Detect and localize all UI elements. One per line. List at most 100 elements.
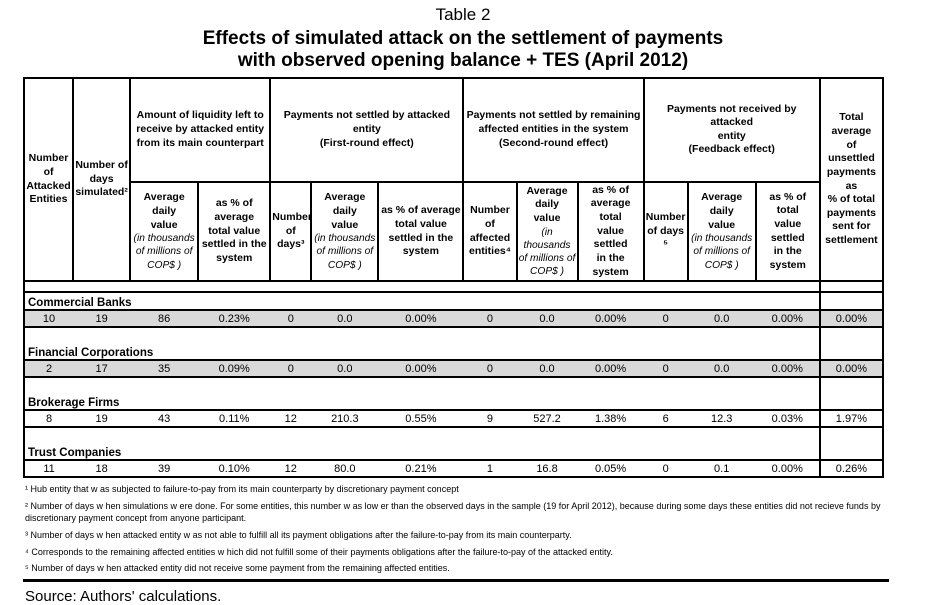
- section-label: Financial Corporations: [23, 342, 820, 361]
- table-cell: 0.00%: [378, 309, 464, 329]
- table-cell: 0.00%: [818, 309, 885, 329]
- table-cell: 0.10%: [198, 459, 271, 479]
- table-cell: 11: [22, 459, 74, 479]
- subheader-avg-daily-value-4: Average daily value (in thousands of mill…: [686, 180, 757, 283]
- table-cell: 0: [643, 309, 688, 329]
- table-cell: 0.0: [516, 309, 578, 329]
- table-cell: 0.00%: [818, 359, 885, 379]
- table-cell: 19: [73, 309, 131, 329]
- table-cell: 0: [463, 309, 517, 329]
- subheader-pct-avg-2: as % of average total value settled in t…: [377, 180, 465, 283]
- section-label-row: Financial Corporations: [23, 342, 885, 361]
- table-cell: 210.3: [311, 409, 379, 429]
- table-cell: 0: [463, 359, 517, 379]
- table-cell: 0.03%: [755, 409, 820, 429]
- avg-daily-unit: (in thousands of millions of COP$ ): [518, 226, 576, 278]
- section-label-row: Commercial Banks: [23, 292, 885, 311]
- table-cell: 86: [130, 309, 199, 329]
- table-cell: 0: [270, 309, 312, 329]
- avg-daily-label: Average daily value: [143, 191, 185, 231]
- table-cell: 0.09%: [198, 359, 271, 379]
- footnotes: ¹ Hub entity that w as subjected to fail…: [25, 483, 887, 575]
- bottom-divider: [23, 578, 889, 582]
- table-cell: 0: [270, 359, 312, 379]
- header-attacked-entities: Number of Attacked Entities: [22, 76, 75, 283]
- table-header: Number of Attacked Entities Number of da…: [22, 76, 885, 283]
- table-cell: 0.0: [516, 359, 578, 379]
- table-cell: 12: [270, 409, 312, 429]
- table-cell: 12.3: [687, 409, 756, 429]
- table-cell: 16.8: [516, 459, 578, 479]
- table-cell: 1: [463, 459, 517, 479]
- source-note: Source: Authors' calculations.: [25, 587, 222, 605]
- section-label: Brokerage Firms: [23, 392, 820, 411]
- table-cell: 0.00%: [755, 459, 820, 479]
- table-cell: 0.0: [311, 359, 379, 379]
- subheader-avg-daily-value-1: Average daily value (in thousands of mill…: [129, 180, 200, 283]
- table-cell: 18: [73, 459, 131, 479]
- header-group-second-round: Payments not settled by remaining affect…: [462, 76, 645, 183]
- subheader-pct-avg-1: as % of average total value settled in t…: [197, 180, 272, 283]
- table-body: Commercial Banks 10 19 86 0.23% 0 0.0 0.…: [22, 281, 885, 479]
- avg-daily-label: Average daily value: [324, 191, 366, 231]
- table-cell: 17: [73, 359, 131, 379]
- table-cell: 1.97%: [818, 409, 885, 429]
- subheader-number-of-days-5: Number of days ⁵: [642, 180, 689, 283]
- table-cell: 0.0: [311, 309, 379, 329]
- avg-daily-label: Average daily value: [526, 184, 568, 224]
- avg-daily-unit: (in thousands of millions of COP$ ): [691, 233, 753, 271]
- spacer-row: [23, 377, 885, 393]
- table-cell: 0.11%: [198, 409, 271, 429]
- table-cell: 9: [463, 409, 517, 429]
- subheader-number-of-days-3: Number of days³: [269, 180, 313, 283]
- table-cell: 0.00%: [755, 359, 820, 379]
- table-cell: 0.26%: [818, 459, 885, 479]
- table-cell: 527.2: [516, 409, 578, 429]
- table-cell: 0.0: [687, 359, 756, 379]
- table-number: Table 2: [435, 5, 491, 24]
- header-total-average: Total average of unsettled payments as %…: [818, 76, 885, 283]
- spacer-row: [23, 427, 885, 443]
- header-group-feedback: Payments not received by attacked entity…: [642, 76, 821, 183]
- title-block: Table 2 Effects of simulated attack on t…: [0, 0, 926, 73]
- page-subtitle: with observed opening balance + TES (Apr…: [237, 50, 689, 72]
- footnote-4: ⁴ Corresponds to the remaining affected …: [25, 546, 613, 557]
- avg-daily-unit: (in thousands of millions of COP$ ): [314, 233, 376, 271]
- table-cell: 0.05%: [577, 459, 644, 479]
- table-cell: 8: [22, 409, 74, 429]
- header-group-first-round: Payments not settled by attacked entity …: [269, 76, 465, 183]
- table-row: 8 19 43 0.11% 12 210.3 0.55% 9 527.2 1.3…: [22, 409, 885, 429]
- subheader-avg-daily-value-3: Average daily value (in thousands of mill…: [515, 180, 579, 283]
- section-label: Trust Companies: [23, 442, 820, 461]
- table-cell: 0.00%: [577, 309, 644, 329]
- footnote-1: ¹ Hub entity that w as subjected to fail…: [25, 484, 459, 495]
- spacer-row: [23, 281, 885, 294]
- table-cell: 39: [130, 459, 199, 479]
- table-cell: 35: [130, 359, 199, 379]
- table-cell: 19: [73, 409, 131, 429]
- subheader-avg-daily-value-2: Average daily value (in thousands of mill…: [310, 180, 380, 283]
- table-cell: 0.0: [687, 309, 756, 329]
- table-cell: 0.55%: [378, 409, 464, 429]
- subheader-pct-avg-3: as % of average total value settled in t…: [576, 180, 645, 283]
- table-row: 10 19 86 0.23% 0 0.0 0.00% 0 0.0 0.00% 0…: [22, 309, 885, 329]
- table-cell: 2: [22, 359, 74, 379]
- header-days-simulated: Number of days simulated²: [72, 76, 132, 283]
- avg-daily-unit: (in thousands of millions of COP$ ): [133, 233, 195, 271]
- footnote-3: ³ Number of days w hen attacked entity w…: [25, 530, 572, 541]
- table-cell: 0: [643, 359, 688, 379]
- section-label: Commercial Banks: [23, 292, 820, 311]
- header-row-sub: Average daily value (in thousands of mill…: [24, 180, 883, 283]
- subheader-number-affected-entities: Number of affected entities⁴: [462, 180, 518, 283]
- table-cell: 0.21%: [378, 459, 464, 479]
- subheader-pct-total: as % of total value settled in the syste…: [754, 180, 821, 283]
- table-cell: 6: [643, 409, 688, 429]
- table-cell: 1.38%: [577, 409, 644, 429]
- table-cell: 80.0: [311, 459, 379, 479]
- table-cell: 0: [643, 459, 688, 479]
- results-table: Number of Attacked Entities Number of da…: [22, 76, 885, 479]
- table-cell: 0.00%: [577, 359, 644, 379]
- spacer-row: [23, 327, 885, 343]
- header-group-liquidity: Amount of liquidity left to receive by a…: [129, 76, 272, 183]
